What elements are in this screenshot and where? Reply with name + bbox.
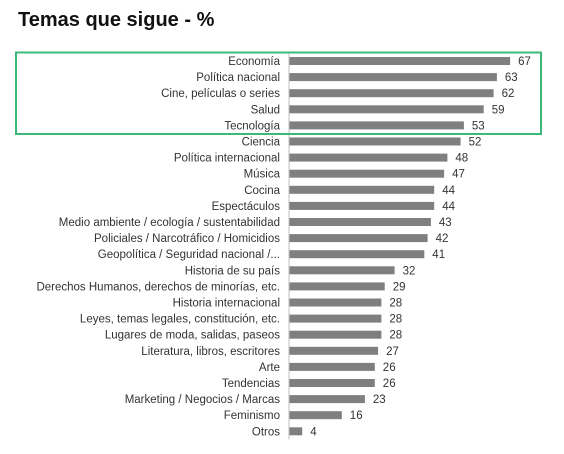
bar-16 (289, 314, 382, 323)
category-label-23: Otros (252, 426, 280, 438)
value-label-19: 26 (383, 362, 396, 374)
value-label-12: 41 (432, 249, 445, 261)
value-label-23: 4 (310, 426, 317, 438)
bar-6 (289, 153, 448, 162)
category-label-8: Cocina (244, 185, 280, 197)
bar-10 (289, 218, 431, 226)
value-label-5: 52 (469, 137, 482, 149)
bar-0 (289, 57, 511, 65)
category-label-7: Música (244, 169, 281, 181)
category-label-21: Marketing / Negocios / Marcas (125, 394, 281, 406)
bar-8 (289, 185, 435, 194)
category-label-15: Historia internacional (173, 298, 280, 310)
value-label-15: 28 (389, 298, 402, 310)
value-label-22: 16 (350, 410, 363, 422)
bar-17 (289, 330, 382, 339)
bar-20 (289, 379, 375, 387)
value-label-6: 48 (455, 153, 468, 165)
category-label-12: Geopolítica / Seguridad nacional /... (98, 249, 280, 261)
value-label-9: 44 (442, 201, 455, 213)
category-label-0: Economía (228, 56, 280, 68)
bar-9 (289, 201, 435, 210)
value-label-17: 28 (389, 330, 402, 342)
bar-3 (289, 105, 484, 114)
bar-1 (289, 73, 497, 82)
value-label-18: 27 (386, 346, 399, 358)
value-label-7: 47 (452, 169, 465, 181)
bars-group (289, 57, 511, 436)
bar-21 (289, 395, 365, 404)
category-label-16: Leyes, temas legales, constitución, etc. (80, 314, 280, 326)
value-label-14: 29 (393, 281, 406, 293)
category-label-18: Literatura, libros, escritores (141, 346, 280, 358)
value-label-16: 28 (389, 314, 402, 326)
bar-22 (289, 411, 342, 420)
value-label-20: 26 (383, 378, 396, 390)
category-label-14: Derechos Humanos, derechos de minorías, … (36, 281, 280, 293)
bar-4 (289, 121, 464, 130)
value-label-8: 44 (442, 185, 455, 197)
value-label-11: 42 (436, 233, 449, 245)
category-label-10: Medio ambiente / ecología / sustentabili… (59, 217, 280, 229)
category-label-19: Arte (259, 362, 280, 374)
bar-7 (289, 169, 445, 178)
category-label-2: Cine, películas o series (161, 88, 280, 100)
bar-18 (289, 346, 379, 355)
category-label-5: Ciencia (242, 137, 281, 149)
value-label-0: 67 (518, 56, 531, 68)
value-label-2: 62 (502, 88, 515, 100)
value-label-10: 43 (439, 217, 452, 229)
value-label-3: 59 (492, 104, 505, 116)
category-label-22: Feminismo (224, 410, 280, 422)
value-label-21: 23 (373, 394, 386, 406)
value-label-4: 53 (472, 120, 485, 132)
category-label-13: Historia de su país (185, 265, 280, 277)
bar-5 (289, 137, 461, 146)
chart-title: Temas que sigue - % (18, 9, 215, 31)
bar-11 (289, 234, 428, 243)
category-label-20: Tendencias (222, 378, 280, 390)
highlight-box (15, 51, 542, 135)
bar-19 (289, 362, 375, 371)
bar-15 (289, 298, 382, 307)
category-label-4: Tecnología (224, 120, 280, 132)
bar-13 (289, 266, 395, 275)
category-label-6: Política internacional (174, 153, 280, 165)
category-labels-group: Economía Política nacional Cine, películas… (36, 56, 280, 438)
category-label-1: Política nacional (196, 72, 280, 84)
bar-23 (289, 427, 303, 436)
category-label-11: Policiales / Narcotráfico / Homicidios (94, 233, 280, 245)
bar-2 (289, 89, 494, 98)
bar-12 (289, 250, 425, 259)
category-label-3: Salud (251, 104, 280, 116)
value-label-1: 63 (505, 72, 518, 84)
category-label-9: Espectáculos (212, 201, 281, 213)
category-label-17: Lugares de moda, salidas, paseos (105, 330, 280, 342)
value-label-13: 32 (403, 265, 416, 277)
bar-14 (289, 282, 385, 291)
